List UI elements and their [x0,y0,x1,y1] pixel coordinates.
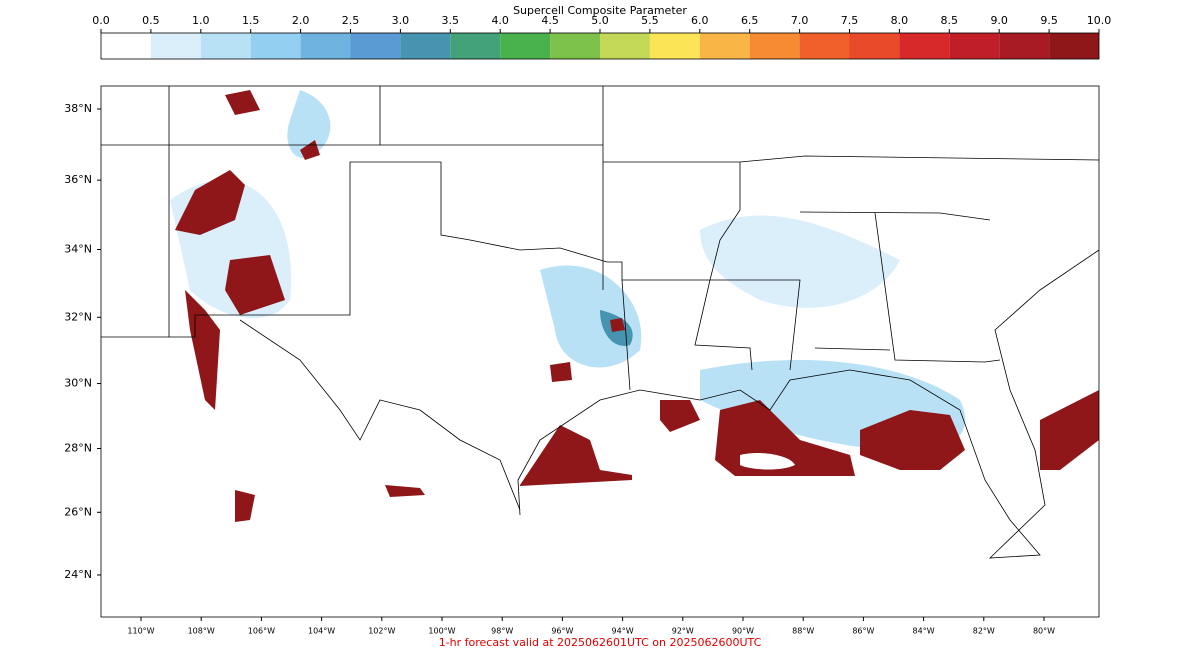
colorbar-title: Supercell Composite Parameter [513,4,687,17]
colorbar-tick-label: 5.0 [591,14,609,27]
lon-tick-label: 102°W [368,627,395,636]
colorbar-tick-label: 0.0 [92,14,110,27]
colorbar-bin [300,33,351,59]
colorbar-bin [350,33,401,59]
colorbar-bin [1049,33,1099,59]
lon-tick-label: 90°W [732,627,754,636]
colorbar-bin [250,33,301,59]
colorbar-bin [550,33,600,59]
colorbar-bin [799,33,850,59]
colorbar-bin [949,33,1000,59]
colorbar-bin [150,33,201,59]
colorbar-tick-label: 4.0 [491,14,509,27]
scp-high [175,90,1099,522]
lon-tick-label: 108°W [188,627,215,636]
colorbar-tick-label: 3.5 [442,14,460,27]
colorbar-bin [849,33,900,59]
colorbar-bin [400,33,451,59]
map-ticks: 38°N 36°N 34°N 32°N 30°N 28°N 26°N 24°N 110°W 108… [64,102,1055,636]
colorbar-tick-label: 9.0 [990,14,1008,27]
colorbar-bin [450,33,501,59]
lon-tick-label: 94°W [612,627,634,636]
footer: 1-hr forecast valid at 2025062601UTC on … [439,636,762,649]
colorbar-bin [600,33,650,59]
colorbar: 0.0 0.5 1.0 1.5 2.0 2.5 3.0 3.5 4.0 4.5 5.0 5.5 6.0 6… [92,14,1111,59]
colorbar-bin [200,33,251,59]
lat-tick-label: 34°N [64,243,92,256]
colorbar-tick-label: 10.0 [1087,14,1112,27]
colorbar-bin [500,33,551,59]
map [100,85,1100,618]
colorbar-tick-label: 6.5 [741,14,759,27]
colorbar-bin [749,33,800,59]
colorbar-tick-label: 4.5 [541,14,559,27]
lat-tick-label: 26°N [64,505,92,518]
colorbar-tick-label: 1.0 [192,14,210,27]
colorbar-tick-label: 9.5 [1040,14,1058,27]
lon-tick-label: 110°W [127,627,154,636]
boundaries [101,86,1100,559]
colorbar-bin [899,33,950,59]
scp-area [540,265,642,368]
lat-tick-label: 30°N [64,377,92,390]
colorbar-tick-label: 2.5 [342,14,360,27]
lat-tick-label: 28°N [64,442,92,455]
lat-tick-label: 24°N [64,568,92,581]
colorbar-tick-label: 2.0 [292,14,310,27]
lon-tick-label: 98°W [491,627,513,636]
colorbar-tick-label: 0.5 [142,14,160,27]
colorbar-tick-label: 7.5 [841,14,859,27]
colorbar-bin [999,33,1050,59]
colorbar-tick-label: 3.0 [392,14,410,27]
colorbar-tick-label: 5.5 [641,14,659,27]
lon-tick-label: 96°W [551,627,573,636]
colorbar-tick-label: 8.5 [941,14,959,27]
colorbar-bin [101,33,151,59]
lat-tick-label: 36°N [64,173,92,186]
scp-area [287,90,331,159]
map-frame [100,85,1100,618]
colorbar-tick-label: 6.0 [691,14,709,27]
lon-tick-label: 80°W [1033,627,1055,636]
colorbar-tick-label: 1.5 [242,14,260,27]
lon-tick-label: 100°W [428,627,455,636]
lon-tick-label: 104°W [308,627,335,636]
lon-tick-label: 82°W [973,627,995,636]
colorbar-tick-label: 8.0 [891,14,909,27]
colorbar-bin [699,33,750,59]
lon-tick-label: 88°W [792,627,814,636]
colorbar-bin [649,33,700,59]
lon-tick-label: 84°W [913,627,935,636]
scp-area [740,453,795,470]
colorbar-frame [100,32,1100,60]
lat-tick-label: 32°N [64,310,92,323]
lat-tick-label: 38°N [64,102,92,115]
lon-tick-label: 86°W [852,627,874,636]
scp-area [700,215,900,308]
lon-tick-label: 92°W [672,627,694,636]
lon-tick-label: 106°W [248,627,275,636]
scp-field [170,90,1099,522]
colorbar-tick-label: 7.0 [791,14,809,27]
